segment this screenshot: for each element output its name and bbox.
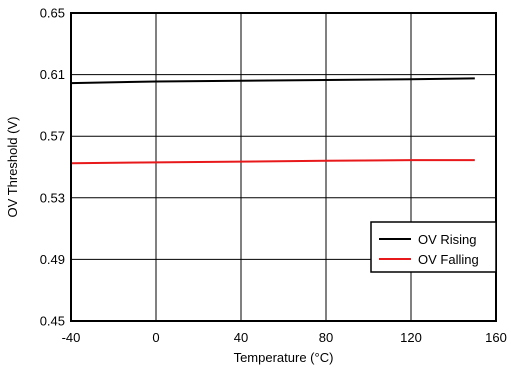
- y-tick-label: 0.49: [40, 252, 65, 267]
- x-axis-label: Temperature (°C): [234, 350, 334, 365]
- y-tick-labels: 0.45 0.49 0.53 0.57 0.61 0.65: [40, 6, 65, 329]
- y-tick-label: 0.57: [40, 129, 65, 144]
- legend: OV Rising OV Falling: [371, 222, 496, 272]
- y-axis-label: OV Threshold (V): [5, 117, 20, 218]
- series-line-2: [71, 160, 475, 163]
- x-tick-labels: -40 0 40 80 120 160: [62, 330, 507, 345]
- y-tick-label: 0.61: [40, 67, 65, 82]
- legend-label: OV Rising: [418, 232, 477, 247]
- y-tick-label: 0.65: [40, 6, 65, 21]
- grid: [71, 13, 496, 321]
- x-tick-label: 80: [319, 330, 333, 345]
- x-tick-label: 40: [234, 330, 248, 345]
- legend-label: OV Falling: [418, 252, 479, 267]
- x-tick-label: 160: [485, 330, 507, 345]
- x-tick-label: 120: [400, 330, 422, 345]
- series-line-1: [71, 78, 475, 83]
- y-tick-label: 0.45: [40, 314, 65, 329]
- series-group: [71, 78, 475, 163]
- plot-frame: [71, 13, 496, 321]
- x-tick-label: -40: [62, 330, 81, 345]
- y-tick-label: 0.53: [40, 190, 65, 205]
- x-tick-label: 0: [152, 330, 159, 345]
